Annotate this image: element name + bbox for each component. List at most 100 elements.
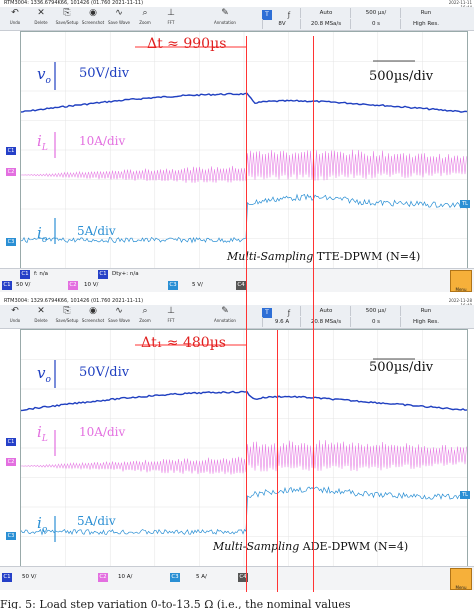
ch2-chip[interactable]: C2	[68, 281, 78, 290]
fft-button[interactable]: ⊥ FFT	[158, 306, 184, 327]
ch3-chip[interactable]: C3	[168, 281, 178, 290]
run-state[interactable]: Run	[400, 8, 451, 18]
screenshot-button[interactable]: ◉ Screenshot	[80, 306, 106, 327]
ch2-scale: 10 V/	[84, 282, 99, 288]
ch3-chip[interactable]: C3	[170, 573, 180, 582]
channel-marker-c3[interactable]: C3	[6, 238, 16, 246]
zoom-label: Zoom	[139, 318, 151, 323]
channel-marker-c1[interactable]: C1	[6, 147, 16, 155]
trigger-mode[interactable]: Auto	[300, 8, 351, 18]
zoom-icon: ⌕	[142, 306, 148, 316]
frequency-readout: f: n/a	[34, 271, 49, 277]
scope-toolbar: ↶ Undo ✕ Delete ⎘ Save/Setup ◉ Screenshot ∿ S…	[0, 7, 474, 31]
duty-readout: Dty+: n/a	[112, 271, 139, 277]
fft-label: FFT	[167, 318, 175, 323]
measure-c1-chip-2: C1	[98, 270, 108, 279]
ch1-chip[interactable]: C1	[2, 281, 12, 290]
il-trace	[21, 440, 467, 475]
pencil-icon: ✎	[221, 306, 229, 316]
channel-marker-c3[interactable]: C3	[6, 532, 16, 540]
ch3-scale: 5 A/	[196, 574, 207, 580]
recovery-marker-tte	[313, 36, 314, 592]
channel-marker-c2[interactable]: C2	[6, 458, 16, 466]
instrument-title: RTM3004: 1336.6794K66, 101426 (01.760 20…	[4, 0, 144, 6]
run-state[interactable]: Run	[400, 306, 451, 316]
delete-icon: ✕	[37, 306, 45, 316]
timescale-label: 500µs/div	[369, 360, 434, 375]
annotation-button[interactable]: ✎ Annotation	[212, 306, 238, 327]
function-icon[interactable]: ƒ	[287, 11, 291, 19]
measure-c1-chip: C1	[20, 270, 30, 279]
trigger-level[interactable]: 9.6 A	[262, 317, 301, 327]
trigger-channel-button[interactable]: T	[262, 308, 272, 318]
vo-label-sub: o	[45, 76, 51, 86]
fft-button[interactable]: ⊥ FFT	[158, 8, 184, 29]
il-label-main: i	[37, 132, 42, 150]
io-label: io	[37, 224, 47, 245]
save-wave-button[interactable]: ∿ Save Wave	[106, 8, 132, 29]
ch1-scale: 50 V/	[22, 574, 37, 580]
undo-label: Undo	[9, 318, 21, 323]
channel-marker-c1[interactable]: C1	[6, 438, 16, 446]
channel-marker-c2[interactable]: C2	[6, 168, 16, 176]
io-label-main: i	[37, 224, 42, 242]
waveform-display[interactable]: Δt ≈ 990µs vo 50V/div 500µs/div iL 10A/d…	[20, 31, 468, 269]
vo-label-sub: o	[45, 375, 51, 385]
zoom-button[interactable]: ⌕ Zoom	[132, 306, 158, 327]
menu-button[interactable]: Menu	[450, 568, 472, 590]
delta-t-annotation: Δt₁ ≈ 480µs	[141, 335, 226, 351]
delete-button[interactable]: ✕ Delete	[28, 306, 54, 327]
ch1-chip[interactable]: C1	[2, 573, 12, 582]
wave-icon: ∿	[115, 306, 123, 316]
vo-scale-label: 50V/div	[79, 365, 130, 380]
save-icon: ⎘	[63, 8, 71, 18]
function-icon[interactable]: ƒ	[287, 309, 291, 317]
menu-label: Menu	[455, 585, 467, 590]
undo-button[interactable]: ↶ Undo	[2, 8, 28, 29]
save-setup-button[interactable]: ⎘ Save/Setup	[54, 8, 80, 29]
acquisition-mode[interactable]: High Res.	[400, 19, 451, 29]
undo-button[interactable]: ↶ Undo	[2, 306, 28, 327]
zoom-label: Zoom	[139, 20, 151, 25]
ch4-chip[interactable]: C4	[238, 573, 248, 582]
timestamp-date: 2022-11-28	[448, 298, 472, 303]
menu-button[interactable]: Menu	[450, 270, 472, 292]
delete-button[interactable]: ✕ Delete	[28, 8, 54, 29]
io-scale-label: 5A/div	[77, 514, 116, 528]
trigger-level-marker[interactable]: TL	[460, 491, 470, 499]
load-step-marker-line	[246, 36, 247, 592]
ch2-chip[interactable]: C2	[98, 573, 108, 582]
save-wave-button[interactable]: ∿ Save Wave	[106, 306, 132, 327]
screenshot-button[interactable]: ◉ Screenshot	[80, 8, 106, 29]
zoom-icon: ⌕	[142, 8, 148, 18]
mode-label: Multi-Sampling ADE-DPWM (N=4)	[213, 540, 408, 553]
trigger-level[interactable]: 8V	[262, 19, 301, 29]
trigger-level-marker[interactable]: TL	[460, 200, 470, 208]
vo-scale-label: 50V/div	[79, 66, 130, 81]
ch2-scale: 10 A/	[118, 574, 133, 580]
trigger-mode[interactable]: Auto	[300, 306, 351, 316]
time-offset[interactable]: 0 s	[350, 317, 401, 327]
sample-rate[interactable]: 20.8 MSa/s	[300, 317, 351, 327]
trigger-channel-button[interactable]: T	[262, 10, 272, 20]
save-setup-button[interactable]: ⎘ Save/Setup	[54, 306, 80, 327]
il-label-main: i	[37, 423, 42, 441]
sample-rate[interactable]: 20.8 MSa/s	[300, 19, 351, 29]
waveform-display[interactable]: Δt₁ ≈ 480µs vo 50V/div 500µs/div iL 10A/…	[20, 329, 468, 567]
annotation-button[interactable]: ✎ Annotation	[212, 8, 238, 29]
screenshot-label: Screenshot	[81, 20, 105, 25]
timebase[interactable]: 500 µs/	[350, 8, 401, 18]
timestamp-date: 2022-11-11	[448, 0, 472, 5]
vo-trace	[21, 390, 467, 412]
ch4-chip[interactable]: C4	[236, 281, 246, 290]
time-offset[interactable]: 0 s	[350, 19, 401, 29]
zoom-button[interactable]: ⌕ Zoom	[132, 8, 158, 29]
mode-text: TTE-DPWM (N=4)	[313, 250, 421, 263]
il-label-sub: L	[41, 434, 48, 444]
save-wave-label: Save Wave	[107, 318, 131, 323]
acquisition-mode[interactable]: High Res.	[400, 317, 451, 327]
timescale-label: 500µs/div	[369, 69, 434, 84]
timebase[interactable]: 500 µs/	[350, 306, 401, 316]
io-label: io	[37, 514, 47, 535]
undo-icon: ↶	[11, 306, 19, 316]
